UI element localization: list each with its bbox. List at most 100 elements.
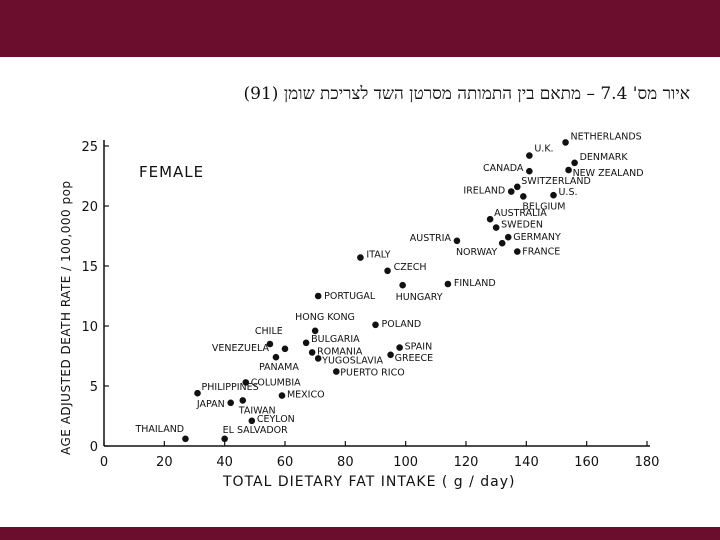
point-mexico xyxy=(278,392,286,399)
point-label-finland: FINLAND xyxy=(454,278,496,289)
point-hungary xyxy=(399,281,406,289)
x-tick-label: 0 xyxy=(100,455,108,470)
point-canada xyxy=(526,167,533,175)
point-label-hong-kong: HONG KONG xyxy=(295,312,355,323)
x-tick-label: 60 xyxy=(277,455,294,470)
point-sweden xyxy=(492,224,500,231)
point-taiwan xyxy=(239,397,247,404)
point-france xyxy=(513,248,521,255)
point-australia xyxy=(486,215,494,223)
point-u-s xyxy=(550,191,557,199)
point-label-yugoslavia: YUGOSLAVIA xyxy=(321,355,383,366)
point-label-germany: GERMANY xyxy=(513,232,561,243)
point-u-k xyxy=(526,152,533,159)
point-label-france: FRANCE xyxy=(522,247,560,258)
point-el-salvador xyxy=(221,435,228,443)
point-greece xyxy=(387,351,394,359)
point-new-zealand xyxy=(565,166,572,174)
point-philippines xyxy=(194,389,201,397)
point-label-ireland: IRELAND xyxy=(463,186,505,197)
point-label-romania: ROMANIA xyxy=(317,346,363,357)
point-label-columbia: COLUMBIA xyxy=(251,377,301,388)
point-label-mexico: MEXICO xyxy=(287,390,325,401)
point-label-new-zealand: NEW ZEALAND xyxy=(573,168,644,179)
point-label-u-s: U.S. xyxy=(558,187,577,198)
point-norway xyxy=(498,239,506,247)
x-tick-label: 20 xyxy=(156,455,173,470)
point-austria xyxy=(453,237,461,245)
point-ireland xyxy=(507,188,515,195)
point-germany xyxy=(504,233,512,241)
point-switzerland xyxy=(513,183,521,191)
point-bulgaria xyxy=(302,339,310,347)
point-label-portugal: PORTUGAL xyxy=(324,291,376,302)
y-axis-label: AGE ADJUSTED DEATH RATE / 100,000 pop xyxy=(59,180,73,455)
chart-axes xyxy=(103,140,650,447)
point-label-australia: AUSTRALIA xyxy=(494,208,547,219)
point-puerto-rico xyxy=(332,368,340,375)
y-tick-label: 5 xyxy=(90,380,98,395)
point-denmark xyxy=(571,159,578,167)
x-tick-label: 40 xyxy=(216,455,233,470)
point-venezuela xyxy=(281,345,289,353)
x-tick-label: 140 xyxy=(514,455,539,470)
figure-caption: איור מס' 7.4 – מתאם בין התמותה מסרטן השד… xyxy=(243,84,690,104)
x-tick-label: 80 xyxy=(337,455,354,470)
x-tick-label: 120 xyxy=(454,455,479,470)
y-tick-label: 0 xyxy=(90,440,98,455)
point-label-chile: CHILE xyxy=(255,326,283,337)
point-label-el-salvador: EL SALVADOR xyxy=(223,425,288,436)
point-label-denmark: DENMARK xyxy=(580,152,629,163)
point-thailand xyxy=(182,435,189,443)
point-label-bulgaria: BULGARIA xyxy=(311,334,360,345)
point-label-japan: JAPAN xyxy=(196,399,225,410)
point-label-italy: ITALY xyxy=(366,250,390,261)
point-yugoslavia xyxy=(314,355,322,362)
point-spain xyxy=(396,344,403,351)
chart-title: FEMALE xyxy=(139,163,204,181)
point-japan xyxy=(227,399,234,407)
chart-ticks: 0 20 40 60 80 100 120 140 160 180 0 5 10 15 20 25 xyxy=(81,140,659,470)
y-tick-label: 20 xyxy=(81,200,98,215)
x-tick-label: 100 xyxy=(393,455,418,470)
point-label-switzerland: SWITZERLAND xyxy=(521,176,591,187)
point-netherlands xyxy=(562,139,569,146)
point-label-poland: POLAND xyxy=(382,319,422,330)
point-czech xyxy=(384,267,391,275)
point-finland xyxy=(444,280,452,288)
point-portugal xyxy=(314,292,322,300)
point-label-belgium: BELGIUM xyxy=(522,201,565,212)
point-label-thailand: THAILAND xyxy=(134,424,184,435)
point-poland xyxy=(372,321,379,329)
point-label-venezuela: VENEZUELA xyxy=(212,343,270,354)
point-label-czech: CZECH xyxy=(394,262,427,273)
point-label-spain: SPAIN xyxy=(405,342,433,353)
bottom-band xyxy=(0,527,720,540)
y-tick-label: 25 xyxy=(81,140,98,155)
point-belgium xyxy=(520,193,527,200)
point-label-philippines: PHILIPPINES xyxy=(202,382,259,393)
x-axis-label: TOTAL DIETARY FAT INTAKE ( g / day) xyxy=(222,474,516,490)
point-label-u-k: U.K. xyxy=(534,144,553,155)
point-label-panama: PANAMA xyxy=(259,362,299,373)
point-romania xyxy=(308,349,316,356)
point-label-norway: NORWAY xyxy=(456,247,497,258)
point-ceylon xyxy=(248,417,256,425)
y-tick-label: 10 xyxy=(81,320,98,335)
point-label-hungary: HUNGARY xyxy=(396,292,443,303)
scatter-chart: 0 20 40 60 80 100 120 140 160 180 0 5 10 15 20 25 NETHE… xyxy=(59,131,659,490)
point-label-austria: AUSTRIA xyxy=(410,233,452,244)
point-label-puerto-rico: PUERTO RICO xyxy=(340,368,404,379)
point-label-taiwan: TAIWAN xyxy=(238,405,276,416)
point-label-ceylon: CEYLON xyxy=(257,414,295,425)
top-title-band xyxy=(0,0,720,57)
point-italy xyxy=(357,254,364,261)
x-tick-label: 160 xyxy=(574,455,599,470)
point-label-netherlands: NETHERLANDS xyxy=(571,131,642,142)
point-label-sweden: SWEDEN xyxy=(501,220,543,231)
point-hong-kong xyxy=(311,327,319,335)
y-tick-label: 15 xyxy=(81,260,98,275)
point-label-greece: GREECE xyxy=(395,353,434,364)
point-columbia xyxy=(242,379,250,386)
